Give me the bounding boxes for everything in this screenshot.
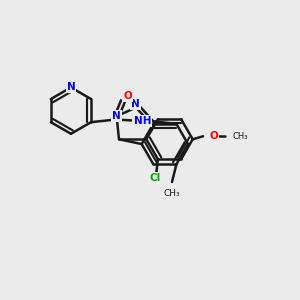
Text: O: O — [123, 91, 132, 101]
Text: CH₃: CH₃ — [233, 132, 248, 141]
Text: Cl: Cl — [149, 173, 161, 183]
Text: O: O — [209, 131, 218, 141]
Text: NH: NH — [134, 116, 151, 126]
Text: N: N — [112, 111, 121, 121]
Text: N: N — [131, 99, 140, 110]
Text: CH₃: CH₃ — [164, 189, 180, 198]
Text: N: N — [67, 82, 75, 92]
